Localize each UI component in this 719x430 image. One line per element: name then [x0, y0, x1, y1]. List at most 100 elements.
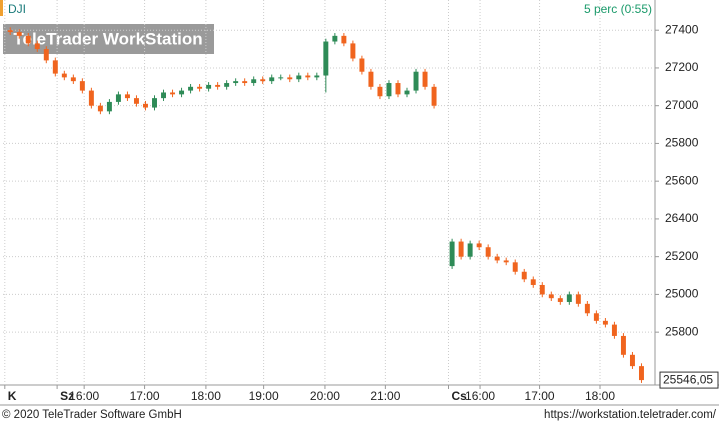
- y-tick-label: 27200: [665, 60, 699, 74]
- candle-body: [620, 335, 626, 355]
- footer-url: https://workstation.teletrader.com/: [544, 409, 717, 421]
- candle-body: [593, 313, 599, 321]
- candle-body: [422, 71, 428, 87]
- y-tick-label: 25600: [665, 173, 699, 187]
- candle-body: [287, 77, 293, 80]
- footer-copyright: © 2020 TeleTrader Software GmbH: [2, 409, 182, 421]
- candle-body: [242, 81, 248, 84]
- x-tick-label: 20:00: [310, 389, 340, 403]
- x-tick-label: 18:00: [585, 389, 615, 403]
- candle-body: [43, 49, 49, 61]
- x-tick-label: 16:00: [465, 389, 495, 403]
- candle-body: [52, 60, 58, 74]
- symbol-marker: [0, 0, 3, 16]
- candle-body: [25, 35, 31, 44]
- candle-body: [368, 71, 374, 87]
- candle-body: [88, 90, 94, 106]
- x-tick-label: 21:00: [370, 389, 400, 403]
- candle-body: [97, 105, 103, 112]
- symbol: DJI: [8, 2, 26, 16]
- x-tick-label: 18:00: [191, 389, 221, 403]
- candle-body: [106, 101, 112, 112]
- candle-body: [269, 77, 275, 82]
- candle-body: [314, 75, 320, 78]
- candle-body: [170, 92, 176, 95]
- candle-body: [70, 77, 76, 82]
- candle-body: [7, 30, 13, 33]
- candle-body: [143, 103, 148, 108]
- candle-body: [485, 247, 491, 257]
- candle-body: [566, 294, 572, 302]
- interval: 5 perc (0:55): [584, 2, 652, 16]
- x-tick-label: Cs: [451, 389, 467, 403]
- y-tick-label: 27000: [665, 98, 699, 112]
- candle-body: [359, 58, 365, 72]
- candle-body: [458, 241, 464, 257]
- candle-body: [152, 98, 157, 108]
- candle-body: [179, 90, 185, 95]
- candle-body: [260, 79, 266, 82]
- candle-body: [215, 84, 221, 87]
- candle-body: [476, 243, 482, 248]
- y-tick-label: 26400: [665, 211, 699, 225]
- candle-body: [34, 43, 40, 50]
- candle-body: [296, 75, 302, 80]
- candle-body: [188, 86, 194, 91]
- candle-body: [521, 271, 527, 280]
- last-price-box: [659, 371, 719, 389]
- candle-body: [305, 75, 311, 78]
- x-tick-label: K: [8, 389, 17, 403]
- candle-body: [611, 324, 617, 336]
- y-tick-label: 27400: [665, 22, 699, 36]
- candle-body: [332, 35, 338, 42]
- candle-body: [377, 86, 383, 97]
- candle-body: [224, 83, 230, 87]
- candle-body: [124, 94, 130, 99]
- x-tick-label: Sz: [60, 389, 74, 403]
- candle-body: [539, 284, 545, 295]
- y-tick-label: 25200: [665, 249, 699, 263]
- y-tick-label: 25000: [665, 287, 699, 301]
- candle-body: [503, 260, 509, 263]
- candle-body: [449, 241, 455, 267]
- y-tick-label: 25800: [665, 136, 699, 150]
- x-tick-label: 17:00: [130, 389, 160, 403]
- candle-body: [530, 279, 536, 285]
- candle-body: [404, 90, 410, 95]
- candle-body: [431, 86, 437, 106]
- candle-body: [161, 92, 166, 99]
- candle-body: [79, 81, 85, 91]
- candle-body: [206, 84, 212, 89]
- candle-body: [584, 303, 590, 314]
- candle-body: [323, 41, 329, 76]
- y-tick-label: 25800: [665, 324, 699, 338]
- candle-body: [494, 256, 500, 261]
- candle-body: [350, 43, 356, 59]
- candle-body: [575, 294, 581, 304]
- candle-body: [197, 86, 203, 89]
- candle-body: [386, 83, 392, 97]
- candle-body: [395, 83, 401, 95]
- x-tick-label: 16:00: [69, 389, 99, 403]
- candle-body: [278, 77, 284, 79]
- candle-body: [251, 79, 257, 84]
- candle-body: [115, 94, 121, 102]
- candle-body: [133, 98, 139, 104]
- candle-body: [467, 243, 473, 257]
- candle-body: [61, 73, 67, 78]
- candle-body: [629, 354, 635, 367]
- watermark: TeleTrader WorkStation: [13, 29, 202, 48]
- candle-body: [512, 262, 518, 272]
- candle-body: [548, 294, 554, 299]
- candle-body: [602, 320, 608, 325]
- x-tick-label: 17:00: [525, 389, 555, 403]
- candle-body: [233, 81, 239, 84]
- candle-body: [638, 366, 644, 381]
- candle-body: [16, 32, 22, 36]
- x-tick-label: 19:00: [249, 389, 279, 403]
- candle-body: [413, 71, 419, 91]
- last-price-label: 25546,05: [663, 372, 713, 386]
- candle-body: [341, 35, 347, 44]
